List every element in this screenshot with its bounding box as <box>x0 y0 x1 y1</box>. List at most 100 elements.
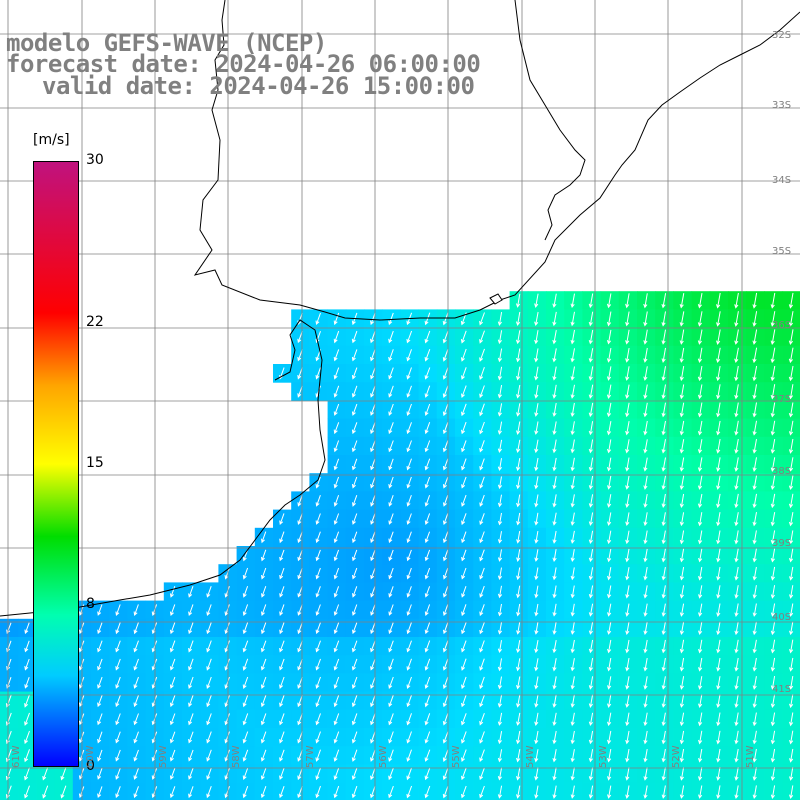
wind-arrow <box>479 658 485 671</box>
wind-arrow <box>479 731 485 744</box>
wind-arrow <box>424 513 431 525</box>
wind-arrow <box>643 749 648 763</box>
wind-arrow <box>552 640 557 654</box>
wind-arrow <box>497 603 503 617</box>
wind-arrow <box>625 603 630 617</box>
wind-arrow <box>552 730 557 745</box>
wind-arrow <box>570 712 575 727</box>
wind-arrow <box>406 403 412 416</box>
wind-arrow <box>424 422 431 435</box>
wind-arrow <box>315 549 321 562</box>
wind-arrow <box>315 731 321 744</box>
wind-arrow <box>661 621 666 636</box>
wind-arrow <box>370 731 376 744</box>
wind-arrow <box>169 604 176 616</box>
wind-arrow <box>698 657 703 672</box>
wind-arrow <box>661 366 666 382</box>
wind-arrow <box>679 311 685 327</box>
wind-arrow <box>734 475 739 491</box>
wind-arrow <box>442 330 449 344</box>
wind-arrow <box>370 422 376 435</box>
wind-arrow <box>534 585 539 599</box>
wind-arrow <box>734 292 739 309</box>
wind-arrow <box>461 640 467 653</box>
wind-arrow <box>370 658 376 671</box>
wind-arrow <box>424 549 431 562</box>
wind-arrow <box>242 604 249 616</box>
wind-arrow <box>534 531 539 544</box>
wind-arrow <box>679 366 685 382</box>
wind-arrow <box>60 785 67 799</box>
wind-arrow <box>752 639 757 654</box>
wind-arrow <box>479 476 485 489</box>
wind-arrow <box>424 622 431 635</box>
wind-arrow <box>643 329 648 345</box>
wind-arrow <box>388 713 394 726</box>
wind-arrow <box>460 330 467 344</box>
wind-arrow <box>479 767 485 781</box>
wind-arrow <box>552 403 557 417</box>
wind-arrow <box>60 767 67 781</box>
wind-arrow <box>516 512 521 526</box>
wind-arrow <box>698 676 703 690</box>
wind-arrow <box>679 293 685 309</box>
coastline <box>193 0 800 321</box>
wind-arrow <box>333 640 340 653</box>
forecast-date: forecast date: 2024-04-26 06:00:00 <box>6 50 481 78</box>
wind-arrow <box>315 640 321 653</box>
wind-arrow <box>789 785 794 800</box>
wind-arrow <box>479 440 485 453</box>
wind-arrow <box>552 293 557 308</box>
wind-arrow <box>734 329 739 345</box>
wind-arrow <box>552 311 557 327</box>
wind-arrow <box>607 548 612 563</box>
wind-arrow <box>333 676 340 690</box>
wind-arrow <box>424 531 431 544</box>
wind-arrow <box>570 621 575 635</box>
wind-arrow <box>770 566 776 581</box>
wind-arrow <box>424 495 431 507</box>
wind-arrow <box>734 402 739 418</box>
wind-arrow <box>224 567 230 580</box>
wind-arrow <box>242 749 249 762</box>
wind-arrow <box>188 604 194 616</box>
wind-arrow <box>406 476 412 489</box>
wind-arrow <box>552 712 557 727</box>
wind-arrow <box>606 421 612 436</box>
wind-arrow <box>479 531 485 544</box>
wind-arrow <box>698 603 703 617</box>
wind-arrow <box>643 366 648 381</box>
wind-arrow <box>206 713 212 726</box>
wind-arrow <box>370 640 376 653</box>
colorbar-unit: [m/s] <box>33 132 70 148</box>
wind-arrow <box>607 621 612 635</box>
wind-arrow <box>679 439 685 454</box>
wind-arrow <box>552 421 557 436</box>
wind-arrow <box>24 712 30 726</box>
wind-arrow <box>206 767 212 781</box>
wind-arrow <box>169 749 176 762</box>
wind-arrow <box>607 785 612 799</box>
wind-arrow <box>661 512 666 527</box>
wind-arrow <box>552 512 557 526</box>
wind-arrow <box>752 329 758 345</box>
wind-arrow <box>260 695 267 708</box>
wind-arrow <box>516 384 521 399</box>
wind-arrow <box>370 385 376 398</box>
wind-arrow <box>497 512 503 526</box>
wind-arrow <box>570 676 575 690</box>
wind-arrow <box>607 475 612 490</box>
wind-arrow <box>734 657 739 672</box>
wind-arrow <box>606 329 612 345</box>
wind-arrow <box>588 512 594 526</box>
wind-arrow <box>351 676 358 690</box>
wind-arrow <box>625 348 630 363</box>
wind-arrow <box>442 403 449 417</box>
wind-arrow <box>661 712 666 727</box>
wind-arrow <box>115 767 121 780</box>
wind-arrow <box>752 767 757 781</box>
wind-arrow <box>661 420 666 436</box>
wind-arrow <box>352 531 358 544</box>
wind-arrow <box>333 422 340 435</box>
wind-arrow <box>169 731 176 744</box>
